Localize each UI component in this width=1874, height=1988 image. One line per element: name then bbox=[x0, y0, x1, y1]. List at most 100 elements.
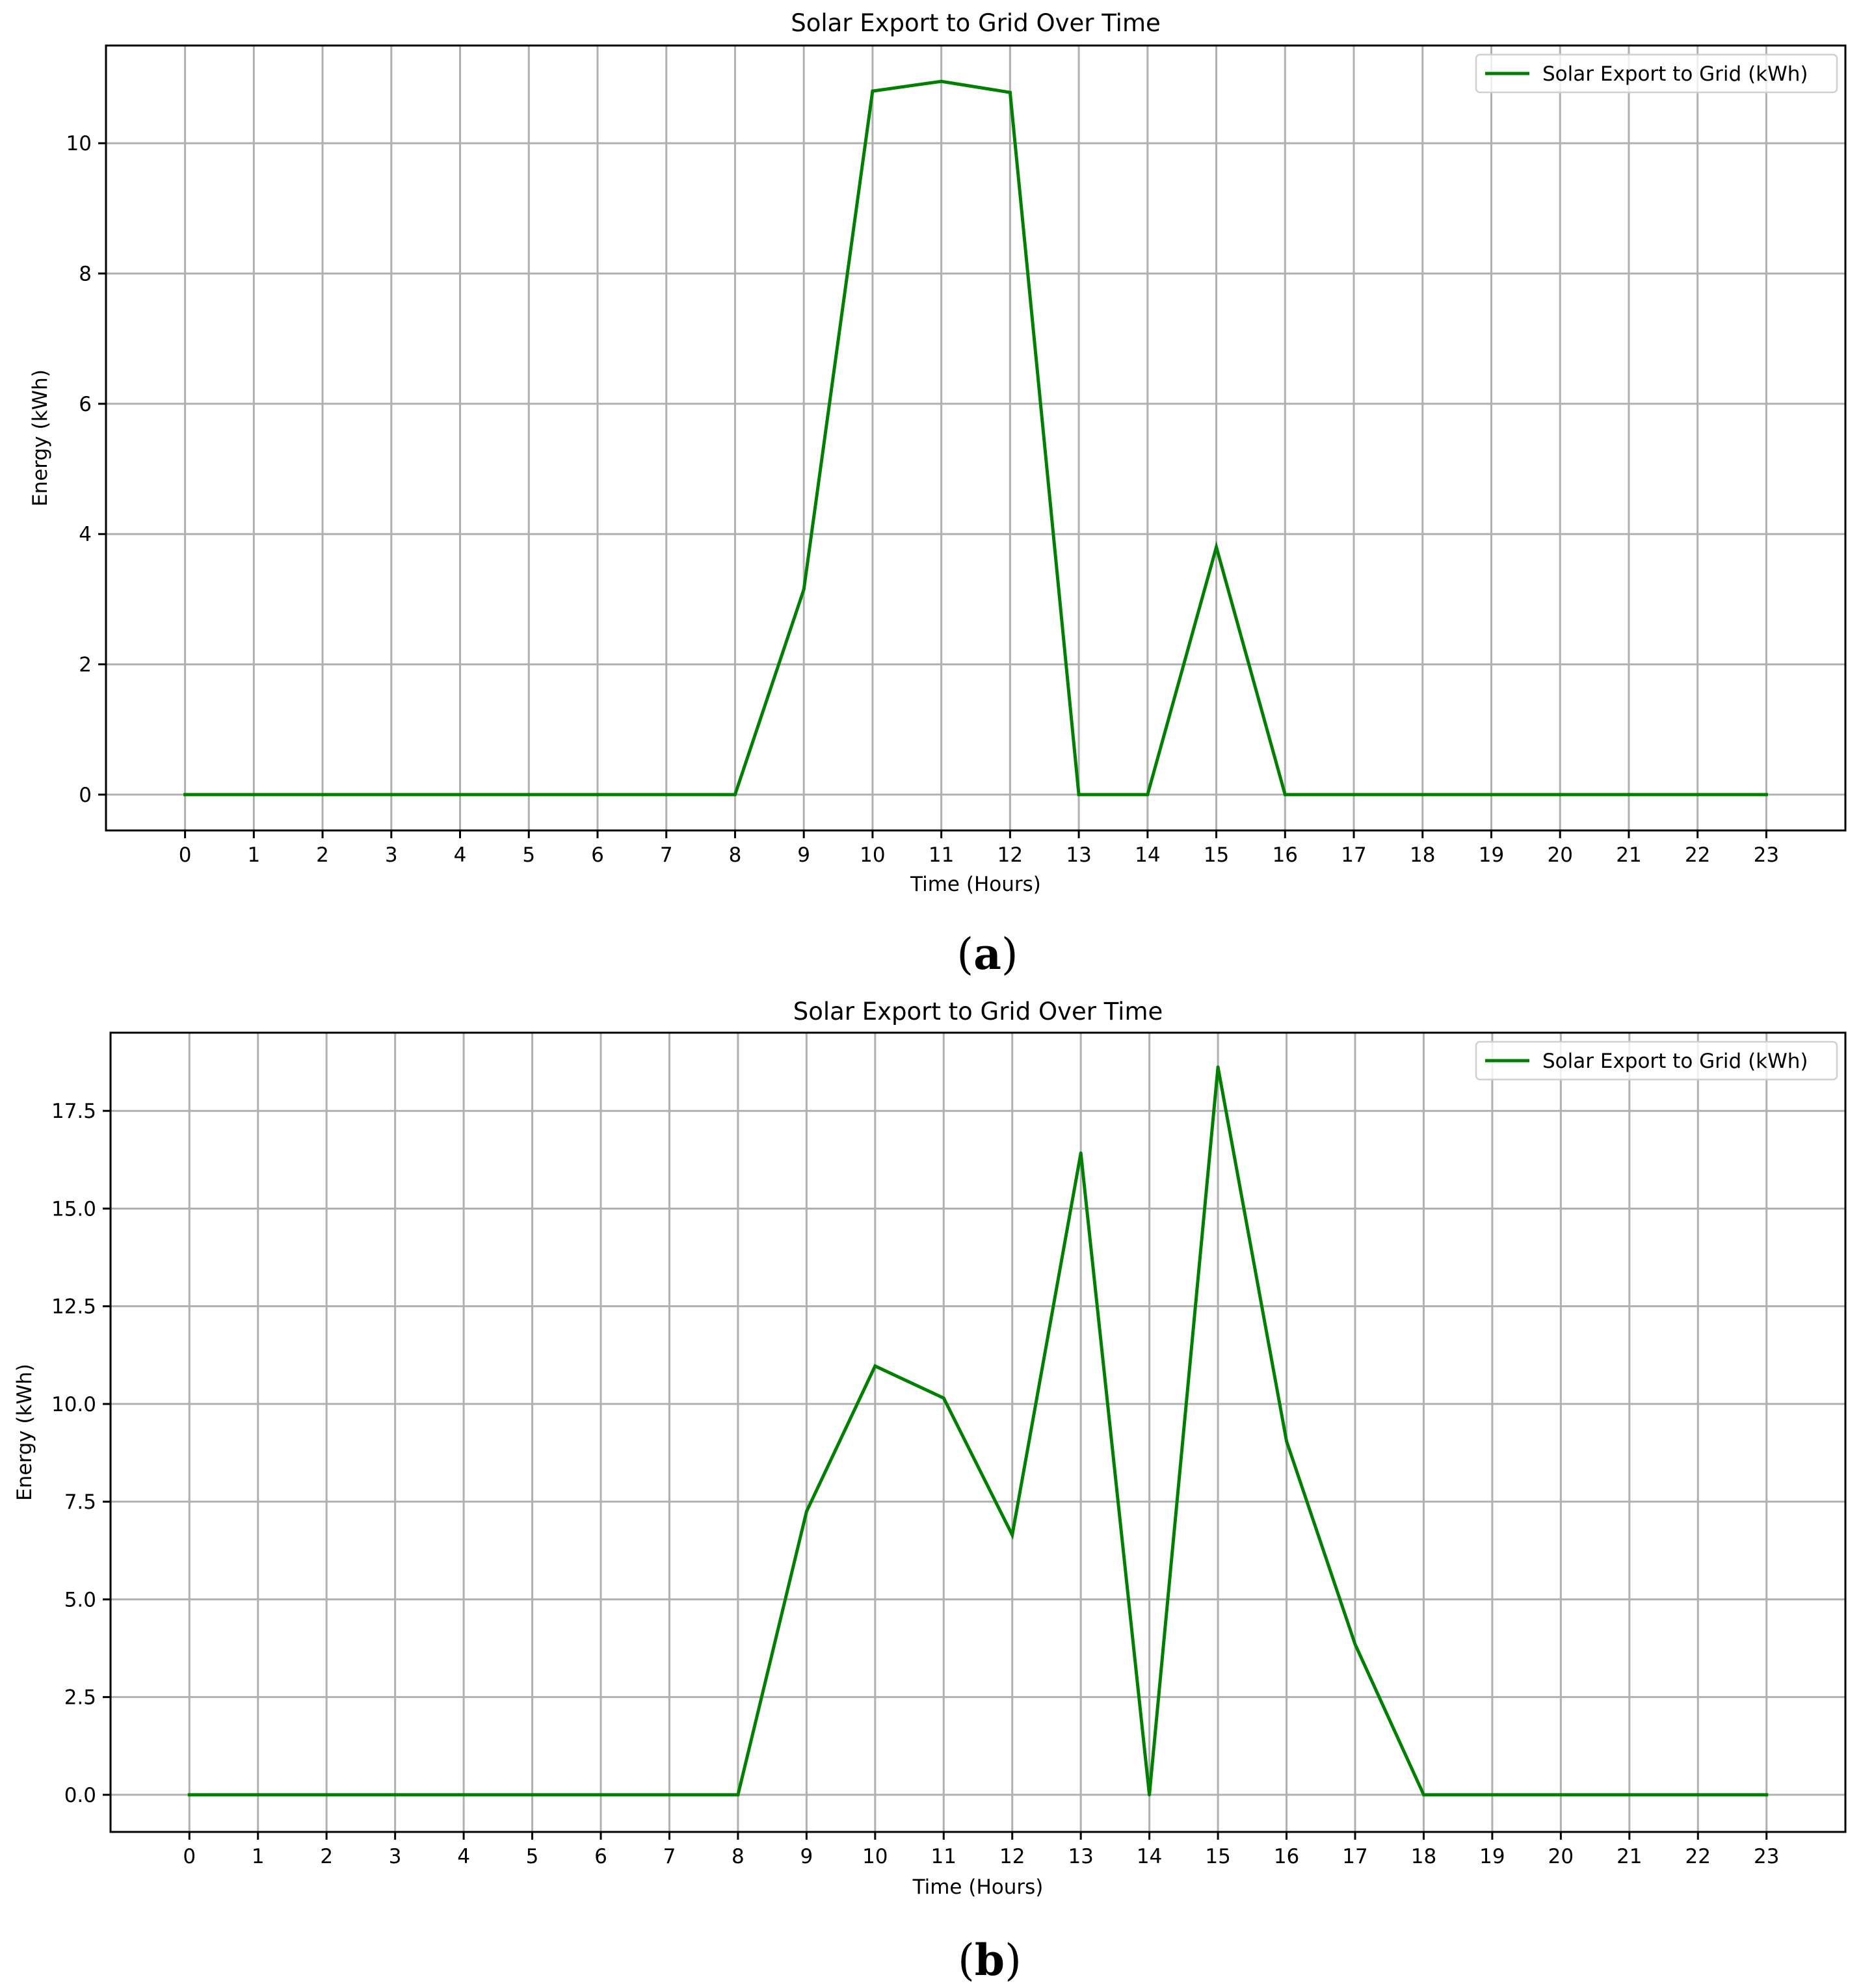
y-tick-label: 6 bbox=[79, 393, 92, 416]
data-point bbox=[1079, 1151, 1083, 1155]
data-point bbox=[599, 1793, 603, 1797]
x-tick-label: 9 bbox=[797, 843, 810, 867]
x-tick-label: 23 bbox=[1754, 843, 1779, 867]
y-tick-label: 2.5 bbox=[64, 1686, 96, 1710]
y-tick-label: 0.0 bbox=[64, 1784, 96, 1807]
data-point bbox=[736, 1793, 740, 1797]
x-tick-label: 0 bbox=[183, 1845, 196, 1868]
data-point bbox=[873, 1364, 877, 1368]
legend-label: Solar Export to Grid (kWh) bbox=[1542, 62, 1808, 86]
x-tick-label: 22 bbox=[1685, 1845, 1711, 1868]
x-tick-label: 14 bbox=[1135, 843, 1160, 867]
data-point bbox=[1558, 793, 1562, 797]
x-tick-label: 16 bbox=[1273, 843, 1298, 867]
x-tick-label: 0 bbox=[179, 843, 192, 867]
data-point bbox=[1764, 793, 1768, 797]
data-point bbox=[804, 1509, 808, 1513]
caption-open-paren: ( bbox=[958, 1935, 975, 1985]
caption-letter: b bbox=[975, 1935, 1005, 1985]
data-point bbox=[1559, 1793, 1563, 1797]
x-tick-label: 17 bbox=[1341, 843, 1366, 867]
legend: Solar Export to Grid (kWh) bbox=[1475, 1040, 1838, 1081]
data-point bbox=[252, 793, 256, 797]
x-tick-label: 14 bbox=[1137, 1845, 1162, 1868]
x-tick-label: 6 bbox=[594, 1845, 607, 1868]
x-tick-label: 19 bbox=[1479, 843, 1504, 867]
chart-a: 0 1 2 3 4 5 6 7 8 9 10 11 12 13 14 15 16 17 18 19 20 21 22 2302… bbox=[29, 9, 1847, 979]
x-tick-label: 7 bbox=[660, 843, 673, 867]
x-tick-label: 21 bbox=[1616, 843, 1641, 867]
figure-caption: (b) bbox=[958, 1935, 1022, 1985]
chart-title: Solar Export to Grid Over Time bbox=[791, 9, 1161, 37]
x-axis-label: Time (Hours) bbox=[910, 873, 1041, 896]
y-tick-label: 10 bbox=[66, 132, 92, 155]
x-tick-label: 4 bbox=[457, 1845, 470, 1868]
data-point bbox=[1216, 1065, 1220, 1069]
x-axis-label: Time (Hours) bbox=[912, 1875, 1044, 1899]
data-point bbox=[1215, 545, 1219, 549]
figure-caption: (a) bbox=[957, 929, 1018, 979]
data-point bbox=[802, 587, 806, 591]
data-point bbox=[942, 1396, 945, 1400]
data-point bbox=[1008, 90, 1012, 94]
x-tick-label: 19 bbox=[1479, 1845, 1505, 1868]
x-tick-label: 9 bbox=[800, 1845, 813, 1868]
x-tick-label: 8 bbox=[729, 843, 742, 867]
data-point bbox=[321, 793, 324, 797]
data-point bbox=[1352, 793, 1356, 797]
data-point bbox=[1628, 1793, 1631, 1797]
x-tick-label: 10 bbox=[862, 1845, 888, 1868]
y-tick-label: 7.5 bbox=[64, 1491, 96, 1514]
x-tick-label: 2 bbox=[320, 1845, 333, 1868]
x-tick-label: 15 bbox=[1204, 843, 1229, 867]
y-tick-label: 12.5 bbox=[51, 1295, 96, 1319]
data-point bbox=[324, 1793, 328, 1797]
data-point bbox=[1353, 1643, 1357, 1647]
data-point bbox=[1146, 793, 1150, 797]
x-tick-label: 4 bbox=[454, 843, 467, 867]
data-point bbox=[1627, 793, 1631, 797]
legend-box bbox=[1475, 53, 1838, 94]
x-tick-label: 21 bbox=[1617, 1845, 1642, 1868]
x-tick-label: 6 bbox=[591, 843, 604, 867]
x-tick-label: 18 bbox=[1411, 1845, 1436, 1868]
caption-open-paren: ( bbox=[957, 929, 973, 979]
y-tick-label: 5.0 bbox=[64, 1588, 96, 1611]
x-tick-label: 1 bbox=[252, 1845, 265, 1868]
y-tick-label: 8 bbox=[79, 263, 92, 286]
data-point bbox=[1077, 793, 1081, 797]
data-point bbox=[458, 793, 462, 797]
x-tick-label: 5 bbox=[522, 843, 535, 867]
x-tick-label: 20 bbox=[1547, 843, 1572, 867]
y-tick-label: 17.5 bbox=[51, 1100, 96, 1123]
x-tick-label: 20 bbox=[1548, 1845, 1574, 1868]
data-point bbox=[1283, 793, 1287, 797]
legend-box bbox=[1475, 1040, 1838, 1081]
data-point bbox=[531, 1793, 534, 1797]
x-tick-label: 18 bbox=[1410, 843, 1435, 867]
caption-close-paren: ) bbox=[1001, 929, 1018, 979]
data-point bbox=[667, 1793, 671, 1797]
data-point bbox=[1421, 1793, 1425, 1797]
data-point bbox=[389, 793, 393, 797]
data-point bbox=[1421, 793, 1425, 797]
x-tick-label: 1 bbox=[247, 843, 260, 867]
y-tick-label: 0 bbox=[79, 784, 92, 807]
x-tick-label: 11 bbox=[931, 1845, 957, 1868]
chart-b: 0 1 2 3 4 5 6 7 8 9 10 11 12 13 14 15 16 17 18 19 20 21 22 230.… bbox=[13, 998, 1847, 1985]
y-tick-label: 15.0 bbox=[51, 1197, 96, 1221]
y-tick-label: 10.0 bbox=[51, 1393, 96, 1416]
x-tick-label: 8 bbox=[732, 1845, 745, 1868]
y-axis-label: Energy (kWh) bbox=[29, 369, 52, 507]
y-tick-label: 2 bbox=[79, 654, 92, 677]
data-point bbox=[1010, 1533, 1014, 1537]
caption-close-paren: ) bbox=[1005, 1935, 1022, 1985]
series-line bbox=[187, 1067, 1769, 1797]
plot-frame bbox=[105, 44, 1847, 832]
x-tick-label: 16 bbox=[1274, 1845, 1299, 1868]
x-tick-label: 10 bbox=[860, 843, 885, 867]
data-point bbox=[256, 1793, 260, 1797]
data-point bbox=[1285, 1439, 1289, 1443]
x-tick-label: 7 bbox=[663, 1845, 676, 1868]
